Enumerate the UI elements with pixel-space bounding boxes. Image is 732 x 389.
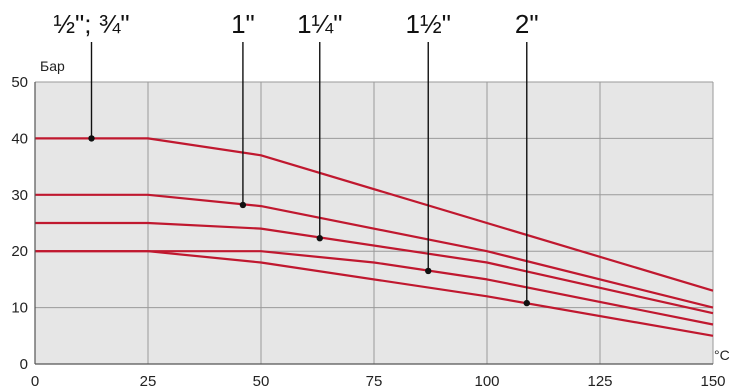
- series-line-4: [35, 250, 714, 337]
- x-tick-label: 75: [366, 373, 383, 389]
- x-tick-label: 0: [31, 373, 39, 389]
- axes: [34, 82, 713, 365]
- x-tick-label: 125: [587, 373, 612, 389]
- callout-marker: [239, 201, 247, 209]
- x-axis-unit: °C: [714, 347, 730, 363]
- y-tick-labels: 0 10 20 30 40 50: [11, 74, 28, 373]
- x-tick-label: 100: [474, 373, 499, 389]
- y-tick-label: 40: [11, 130, 28, 147]
- y-tick-label: 20: [11, 243, 28, 260]
- y-tick-label: 50: [11, 74, 28, 91]
- callout-marker: [88, 135, 95, 142]
- x-tick-labels: 0 25 50 75 100 125 150: [31, 373, 726, 389]
- y-tick-label: 10: [11, 300, 28, 317]
- callout-label: 2": [515, 9, 539, 39]
- y-axis-label: Бар: [40, 58, 65, 74]
- x-tick-label: 50: [253, 373, 270, 389]
- y-tick-label: 30: [11, 187, 28, 204]
- callout-marker: [425, 267, 432, 275]
- callout-label: 1¼": [297, 9, 342, 39]
- x-tick-label: 150: [700, 373, 725, 389]
- callout-marker: [523, 299, 530, 307]
- callouts: ½"; ¾" 1" 1¼" 1½" 2": [53, 9, 539, 307]
- y-tick-label: 0: [20, 356, 28, 373]
- callout-marker: [316, 235, 323, 242]
- series-line-1: [35, 193, 714, 309]
- series-line-2: [35, 221, 714, 315]
- callout-label: 1": [231, 9, 255, 39]
- callout-label: 1½": [406, 9, 451, 39]
- callout-label: ½"; ¾": [53, 9, 129, 39]
- x-tick-label: 25: [140, 373, 157, 389]
